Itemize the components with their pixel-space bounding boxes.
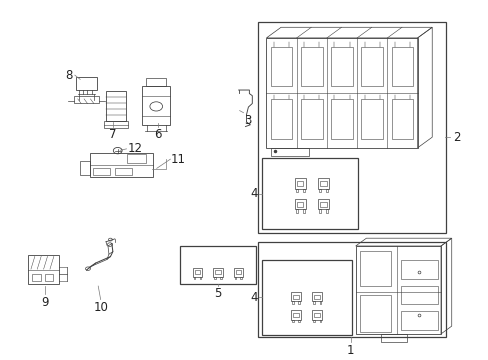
Bar (298, 320, 299, 323)
Bar (290, 310, 300, 320)
Bar (318, 210, 320, 212)
Text: 8: 8 (65, 69, 73, 82)
Bar (142, 86, 170, 126)
Bar (103, 121, 128, 127)
Bar (233, 267, 243, 276)
Bar (76, 77, 97, 90)
Bar (213, 267, 222, 276)
Text: 11: 11 (170, 153, 185, 166)
Bar (234, 276, 236, 279)
Bar (330, 47, 352, 86)
Bar (313, 320, 315, 323)
Bar (391, 99, 412, 139)
Bar (325, 189, 327, 192)
Bar (302, 189, 304, 192)
Bar (271, 148, 308, 156)
Bar (296, 202, 303, 207)
Bar (199, 276, 201, 279)
Bar (355, 246, 440, 334)
Text: 4: 4 (250, 188, 258, 201)
Bar (295, 189, 297, 192)
Bar (290, 292, 300, 301)
Bar (214, 276, 215, 279)
Bar (215, 270, 220, 274)
Bar (291, 301, 293, 304)
Bar (320, 202, 326, 207)
Bar (319, 320, 321, 323)
Bar (300, 47, 322, 86)
Bar (298, 301, 299, 304)
Bar (300, 99, 322, 139)
Bar (302, 210, 304, 212)
Bar (192, 267, 202, 276)
Bar (44, 274, 53, 282)
Bar (317, 178, 328, 189)
Bar (312, 292, 322, 301)
Bar (235, 270, 241, 274)
Bar (193, 276, 195, 279)
Bar (27, 255, 59, 284)
Bar (291, 320, 293, 323)
Text: 4: 4 (250, 291, 258, 304)
Bar (361, 99, 383, 139)
Bar (359, 295, 390, 332)
Bar (220, 276, 221, 279)
Bar (381, 334, 406, 342)
Bar (258, 22, 445, 233)
Bar (32, 274, 41, 282)
Bar (266, 38, 417, 148)
Bar (105, 91, 126, 121)
Bar (180, 246, 255, 284)
Bar (146, 78, 166, 86)
Bar (80, 161, 90, 175)
Bar (292, 313, 298, 317)
Bar (314, 313, 320, 317)
Text: 2: 2 (452, 131, 460, 144)
Bar (330, 99, 352, 139)
Bar (292, 294, 298, 299)
Text: 3: 3 (244, 114, 251, 127)
Bar (90, 153, 153, 177)
Bar (359, 251, 390, 286)
Bar (400, 260, 437, 279)
Bar (320, 181, 326, 186)
Bar (314, 294, 320, 299)
Bar (261, 260, 351, 334)
Bar (270, 47, 292, 86)
Bar (74, 96, 99, 103)
Text: 12: 12 (127, 142, 142, 155)
Bar (270, 99, 292, 139)
Bar (258, 242, 445, 337)
Bar (194, 270, 200, 274)
Bar (317, 199, 328, 210)
Bar (115, 168, 132, 175)
Bar (240, 276, 242, 279)
Bar (319, 301, 321, 304)
Text: 9: 9 (41, 296, 48, 309)
Bar (325, 210, 327, 212)
Text: 10: 10 (93, 301, 108, 314)
Bar (391, 47, 412, 86)
Bar (400, 311, 437, 330)
Bar (294, 199, 305, 210)
Bar (318, 189, 320, 192)
Bar (313, 301, 315, 304)
Bar (312, 310, 322, 320)
Bar (127, 154, 146, 163)
Bar (361, 47, 383, 86)
Bar (261, 158, 357, 229)
Bar (295, 210, 297, 212)
Text: 1: 1 (346, 344, 354, 357)
Text: 5: 5 (214, 287, 222, 300)
Text: 7: 7 (109, 128, 116, 141)
Bar (93, 168, 110, 175)
Text: 6: 6 (154, 128, 161, 141)
Bar (296, 181, 303, 186)
Bar (400, 286, 437, 304)
Bar (294, 178, 305, 189)
